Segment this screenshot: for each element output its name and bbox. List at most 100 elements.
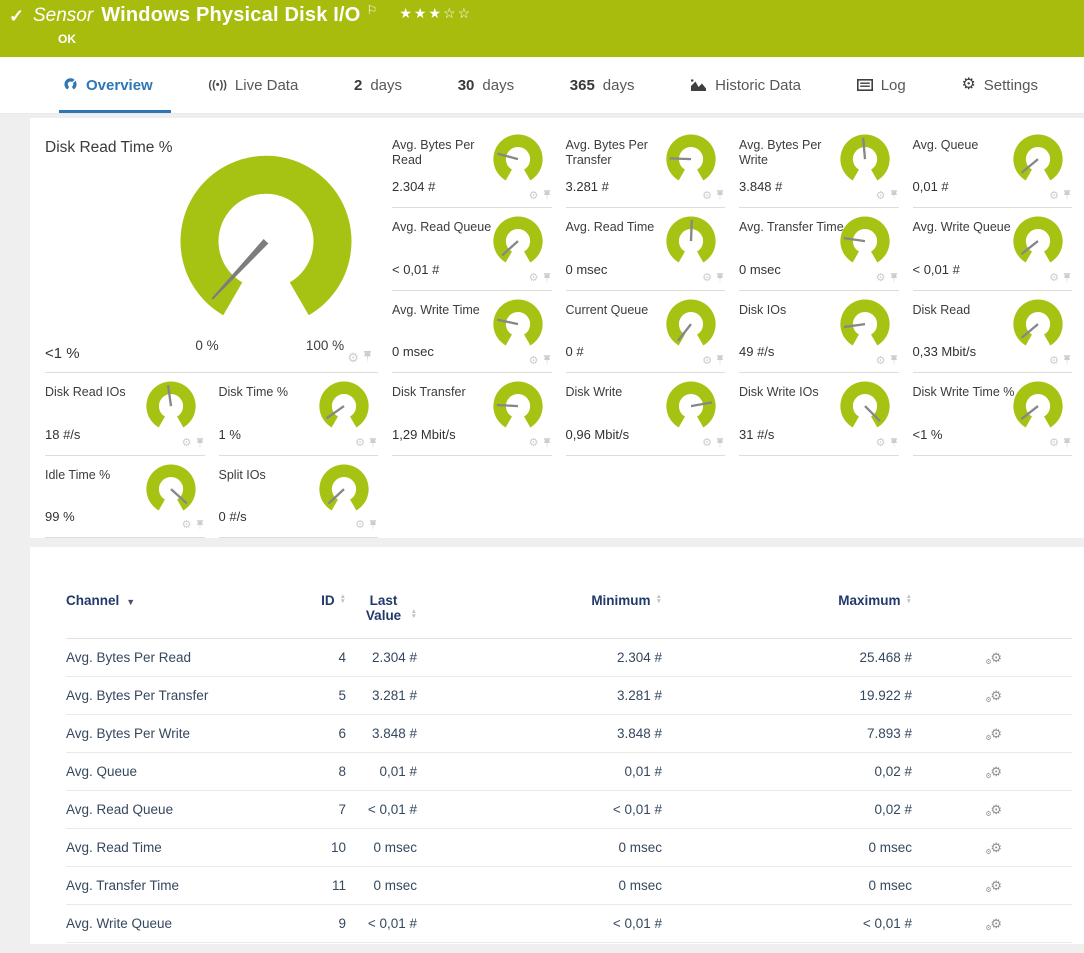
col-header-channel[interactable]: Channel ▼ bbox=[66, 593, 316, 639]
star-icon[interactable]: ☆ bbox=[457, 5, 473, 21]
channel-name[interactable]: Avg. Read Time bbox=[66, 828, 316, 867]
channels-table-panel: Channel ▼ ID ▲ ▼ Last Value ▲ ▼ Minimum ▲ ▼ Max… bbox=[30, 547, 1084, 944]
gauge-settings-gear-icon[interactable]: ⚙ bbox=[528, 272, 539, 285]
gauge-title: Current Queue bbox=[565, 302, 649, 317]
gauge-settings-gear-icon[interactable]: ⚙ bbox=[528, 437, 539, 450]
channel-name[interactable]: Avg. Bytes Per Read bbox=[66, 638, 316, 677]
tab-2-days[interactable]: 2 days bbox=[354, 57, 402, 113]
pin-icon[interactable] bbox=[1063, 437, 1071, 450]
pin-icon[interactable] bbox=[890, 190, 898, 202]
channel-settings-icon[interactable]: ⚙ ⚙ bbox=[985, 726, 1002, 742]
pin-icon[interactable] bbox=[1063, 190, 1071, 202]
channel-name[interactable]: Avg. Transfer Time bbox=[66, 866, 316, 905]
log-icon bbox=[856, 79, 873, 91]
pin-icon[interactable] bbox=[716, 355, 724, 367]
tab-settings[interactable]: ⚙ Settings bbox=[961, 57, 1038, 113]
gauge-settings-gear-icon[interactable]: ⚙ bbox=[347, 350, 359, 366]
col-header-minimum[interactable]: Minimum ▲ ▼ bbox=[417, 593, 662, 639]
gauge-dial bbox=[492, 381, 543, 428]
gauge-settings-gear-icon[interactable]: ⚙ bbox=[875, 189, 886, 202]
gauge-cell-disk-transfer: Disk Transfer 1,29 Mbit/s ⚙ bbox=[392, 373, 552, 456]
gauge-cell-avg-write-time: Avg. Write Time 0 msec ⚙ bbox=[392, 291, 552, 374]
gauge-settings-gear-icon[interactable]: ⚙ bbox=[1049, 272, 1059, 285]
pin-icon[interactable] bbox=[363, 351, 372, 364]
object-kind-label: Sensor bbox=[33, 5, 94, 26]
pin-icon[interactable] bbox=[543, 273, 551, 285]
gauge-cell-disk-write-time: Disk Write Time % <1 % ⚙ bbox=[912, 373, 1072, 456]
channel-settings-icon[interactable]: ⚙ ⚙ bbox=[985, 650, 1002, 666]
channel-name[interactable]: Avg. Bytes Per Transfer bbox=[66, 676, 316, 715]
channel-last-value: < 0,01 # bbox=[346, 904, 417, 943]
gauge-settings-gear-icon[interactable]: ⚙ bbox=[1049, 189, 1059, 202]
channel-name[interactable]: Avg. Bytes Per Write bbox=[66, 714, 316, 753]
pin-icon[interactable] bbox=[543, 355, 551, 367]
tab-historic-data[interactable]: Historic Data bbox=[690, 57, 801, 113]
gauge-value: 0 msec bbox=[392, 344, 434, 360]
gauge-settings-gear-icon[interactable]: ⚙ bbox=[528, 354, 539, 367]
gauge-settings-gear-icon[interactable]: ⚙ bbox=[875, 437, 886, 450]
channel-name[interactable]: Avg. Read Queue bbox=[66, 790, 316, 829]
pin-icon[interactable] bbox=[369, 437, 377, 450]
star-icon[interactable]: ★ bbox=[413, 5, 429, 21]
pin-icon[interactable] bbox=[1063, 273, 1071, 285]
gauge-dial bbox=[666, 299, 716, 346]
channel-settings-icon[interactable]: ⚙ ⚙ bbox=[985, 688, 1002, 704]
tab-overview[interactable]: Overview bbox=[59, 57, 171, 113]
gauge-settings-gear-icon[interactable]: ⚙ bbox=[181, 519, 192, 532]
gauge-dial bbox=[666, 381, 716, 428]
gauge-settings-gear-icon[interactable]: ⚙ bbox=[181, 437, 192, 450]
channel-row-avg-transfer-time: Avg. Transfer Time 11 0 msec 0 msec 0 ms… bbox=[66, 866, 1072, 905]
channel-maximum: 0,02 # bbox=[662, 790, 912, 829]
gauge-value: < 0,01 # bbox=[912, 261, 960, 277]
tab-log[interactable]: Log bbox=[856, 57, 906, 113]
gauge-settings-gear-icon[interactable]: ⚙ bbox=[355, 437, 365, 450]
gauge-settings-gear-icon[interactable]: ⚙ bbox=[528, 189, 539, 202]
pin-icon[interactable] bbox=[1063, 355, 1071, 367]
tab-30-days[interactable]: 30 days bbox=[458, 57, 514, 113]
gauge-settings-gear-icon[interactable]: ⚙ bbox=[702, 272, 712, 285]
pin-icon[interactable] bbox=[196, 437, 204, 450]
pin-icon[interactable] bbox=[716, 190, 724, 202]
gauge-settings-gear-icon[interactable]: ⚙ bbox=[702, 437, 712, 450]
gauge-settings-gear-icon[interactable]: ⚙ bbox=[1049, 437, 1059, 450]
star-icon[interactable]: ☆ bbox=[443, 5, 458, 21]
col-header-id[interactable]: ID ▲ ▼ bbox=[316, 593, 346, 639]
channel-name[interactable]: Avg. Write Queue bbox=[66, 904, 316, 943]
channel-settings-icon[interactable]: ⚙ ⚙ bbox=[985, 840, 1002, 856]
gauge-settings-gear-icon[interactable]: ⚙ bbox=[702, 354, 712, 367]
pin-icon[interactable] bbox=[716, 273, 724, 285]
pin-icon[interactable] bbox=[890, 273, 898, 285]
priority-stars[interactable]: ★★★☆☆ bbox=[399, 5, 472, 22]
gauge-dial bbox=[492, 216, 543, 263]
channel-settings-icon[interactable]: ⚙ ⚙ bbox=[985, 878, 1002, 894]
channel-last-value: 3.281 # bbox=[346, 676, 417, 715]
channel-id: 8 bbox=[316, 752, 346, 791]
tab-label: days bbox=[602, 76, 635, 94]
pin-icon[interactable] bbox=[543, 437, 551, 450]
pin-icon[interactable] bbox=[543, 190, 551, 202]
pin-icon[interactable] bbox=[369, 520, 377, 532]
gauge-settings-gear-icon[interactable]: ⚙ bbox=[1049, 354, 1059, 367]
gauge-settings-gear-icon[interactable]: ⚙ bbox=[875, 272, 886, 285]
gauge-settings-gear-icon[interactable]: ⚙ bbox=[702, 189, 712, 202]
tab-live-data[interactable]: ((•)) Live Data bbox=[208, 57, 298, 113]
channel-settings-icon[interactable]: ⚙ ⚙ bbox=[985, 764, 1002, 780]
priority-flag-icon[interactable]: ⚐ bbox=[366, 3, 378, 17]
pin-icon[interactable] bbox=[716, 437, 724, 450]
area-chart-icon bbox=[690, 79, 707, 92]
pin-icon[interactable] bbox=[890, 437, 898, 450]
pin-icon[interactable] bbox=[890, 355, 898, 367]
channel-settings-icon[interactable]: ⚙ ⚙ bbox=[985, 916, 1002, 932]
col-header-last-value[interactable]: Last Value ▲ ▼ bbox=[346, 593, 417, 639]
channel-name[interactable]: Avg. Queue bbox=[66, 752, 316, 791]
gauge-settings-gear-icon[interactable]: ⚙ bbox=[355, 519, 365, 532]
gauge-title: Disk Write bbox=[565, 385, 623, 400]
star-icon[interactable]: ★ bbox=[399, 5, 414, 21]
tab-365-days[interactable]: 365 days bbox=[570, 57, 635, 113]
star-icon[interactable]: ★ bbox=[428, 5, 443, 21]
gauge-settings-gear-icon[interactable]: ⚙ bbox=[875, 354, 886, 367]
channel-settings-icon[interactable]: ⚙ ⚙ bbox=[985, 802, 1002, 818]
pin-icon[interactable] bbox=[196, 520, 204, 532]
col-header-maximum[interactable]: Maximum ▲ ▼ bbox=[662, 593, 912, 639]
sensor-status-badge: OK bbox=[58, 32, 76, 46]
